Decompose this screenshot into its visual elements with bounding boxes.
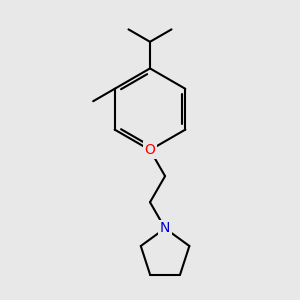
Text: N: N [160, 221, 170, 235]
Text: O: O [145, 143, 155, 157]
